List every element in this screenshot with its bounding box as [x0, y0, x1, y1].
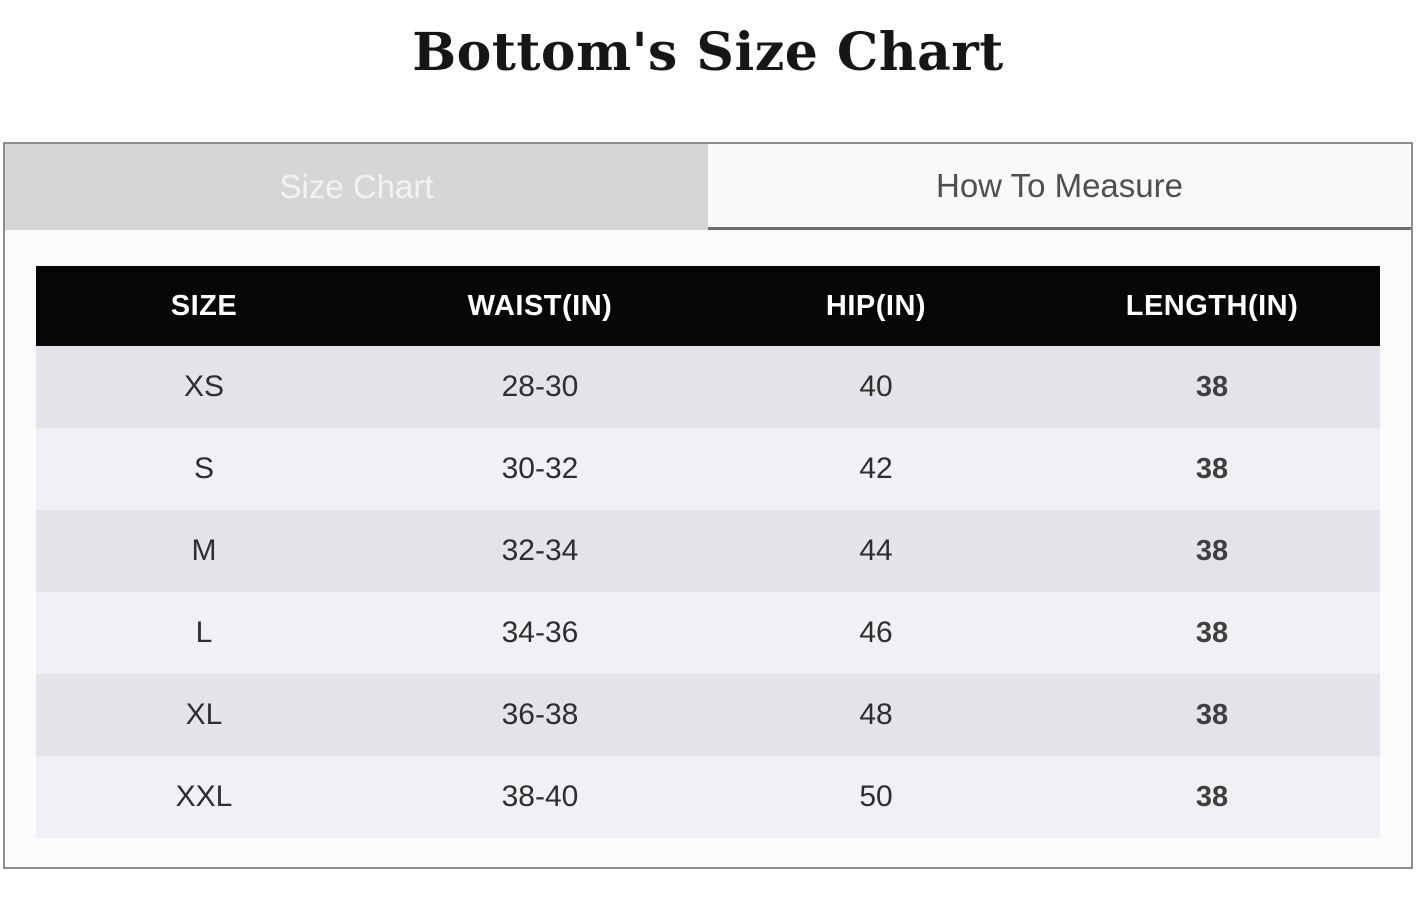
tab-size-chart-label: Size Chart — [279, 168, 434, 206]
cell-hip: 48 — [859, 698, 893, 732]
table-row: XL 36-38 48 38 — [36, 674, 1380, 757]
table-row: S 30-32 42 38 — [36, 428, 1380, 511]
cell-waist: 34-36 — [501, 616, 579, 650]
table-row: XXL 38-40 50 38 — [36, 756, 1380, 839]
cell-length: 38 — [1195, 534, 1229, 567]
column-header-size: SIZE — [170, 289, 238, 322]
cell-size: M — [191, 534, 217, 568]
cell-size: L — [195, 616, 213, 650]
table-header-row: SIZE WAIST(IN) HIP(IN) LENGTH(IN) — [36, 266, 1380, 347]
cell-waist: 32-34 — [501, 534, 579, 568]
cell-size: S — [193, 452, 214, 486]
cell-size: XXL — [175, 780, 233, 814]
cell-length: 38 — [1195, 370, 1229, 403]
size-table: SIZE WAIST(IN) HIP(IN) LENGTH(IN) XS 28-… — [36, 266, 1380, 839]
column-header-length: LENGTH(IN) — [1125, 289, 1299, 322]
tab-size-chart[interactable]: Size Chart — [5, 144, 708, 231]
column-header-waist: WAIST(IN) — [467, 289, 613, 322]
tab-how-to-measure-label: How To Measure — [935, 166, 1183, 204]
cell-waist: 38-40 — [501, 780, 579, 814]
cell-waist: 30-32 — [501, 452, 579, 486]
size-chart-panel: Size Chart How To Measure SIZE WAIST(IN)… — [3, 142, 1413, 870]
cell-length: 38 — [1195, 698, 1229, 731]
cell-hip: 46 — [859, 616, 893, 650]
cell-length: 38 — [1195, 452, 1229, 485]
page-title: Bottom's Size Chart — [412, 22, 1004, 83]
cell-hip: 40 — [859, 370, 893, 404]
cell-hip: 44 — [859, 534, 893, 568]
cell-length: 38 — [1195, 780, 1229, 813]
table-row: M 32-34 44 38 — [36, 510, 1380, 593]
cell-hip: 42 — [859, 452, 893, 486]
column-header-hip: HIP(IN) — [825, 289, 927, 322]
cell-waist: 36-38 — [501, 698, 579, 732]
table-row: XS 28-30 40 38 — [36, 346, 1380, 429]
tab-bar: Size Chart How To Measure — [5, 144, 1411, 231]
table-row: L 34-36 46 38 — [36, 592, 1380, 675]
cell-waist: 28-30 — [501, 370, 579, 404]
cell-size: XL — [185, 698, 223, 732]
cell-length: 38 — [1195, 616, 1229, 649]
tab-how-to-measure[interactable]: How To Measure — [708, 144, 1411, 231]
cell-hip: 50 — [859, 780, 893, 814]
cell-size: XS — [183, 370, 225, 404]
